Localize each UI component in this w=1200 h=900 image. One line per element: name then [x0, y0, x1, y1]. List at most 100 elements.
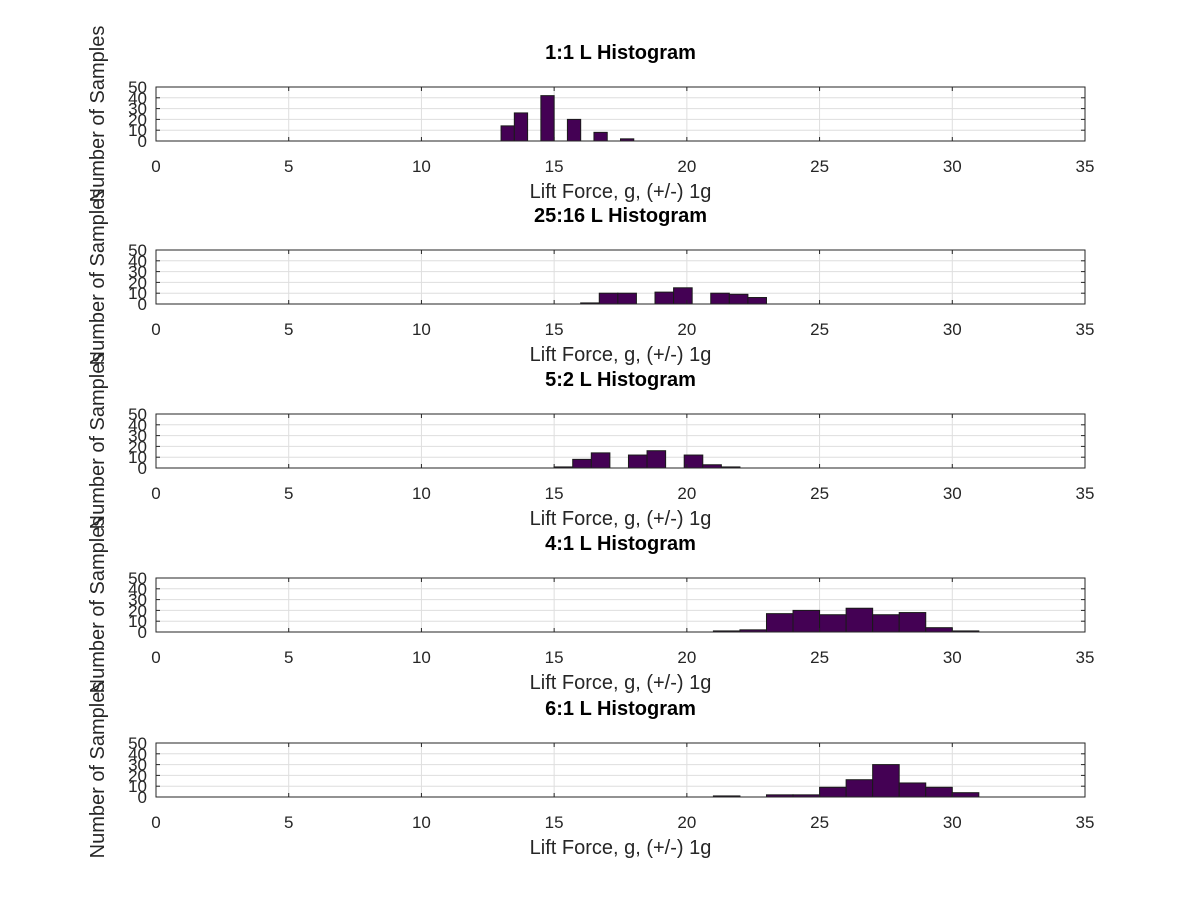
y-tick-label: 10 — [128, 777, 147, 796]
x-tick-label: 35 — [1076, 157, 1095, 176]
axes-frame — [155, 413, 1086, 469]
y-tick-label: 40 — [128, 252, 147, 271]
histogram-bar — [513, 112, 529, 142]
histogram-bar — [819, 786, 847, 798]
x-tick-label: 10 — [412, 320, 431, 339]
histogram-bar — [951, 792, 980, 798]
y-axis-label: Number of Samples — [87, 682, 109, 859]
histogram-bar — [845, 779, 874, 798]
histogram-bar — [792, 609, 821, 633]
histogram-bar — [765, 613, 794, 633]
chart-title: 6:1 L Histogram — [545, 698, 696, 720]
y-tick-label: 10 — [128, 612, 147, 631]
histogram-bar — [925, 786, 953, 798]
y-axis-label: Number of Samples — [87, 26, 109, 203]
y-tick-label: 50 — [128, 734, 147, 753]
y-tick-label: 20 — [128, 601, 147, 620]
y-tick-label: 50 — [128, 405, 147, 424]
x-tick-label: 20 — [677, 648, 696, 667]
y-tick-label: 30 — [128, 263, 147, 282]
y-tick-label: 0 — [138, 788, 147, 807]
x-tick-label: 30 — [943, 648, 962, 667]
histogram-bar — [654, 291, 675, 305]
y-tick-label: 30 — [128, 427, 147, 446]
histogram-bar — [673, 287, 693, 305]
histogram-bar — [925, 627, 953, 633]
chart-title: 25:16 L Histogram — [534, 205, 707, 227]
axes-frame — [155, 86, 1086, 142]
y-tick-label: 0 — [138, 623, 147, 642]
plot-area — [155, 577, 1086, 633]
y-tick-label: 40 — [128, 745, 147, 764]
y-tick-label: 50 — [128, 78, 147, 97]
y-tick-label: 10 — [128, 448, 147, 467]
x-axis-label: Lift Force, g, (+/-) 1g — [530, 508, 712, 530]
axes-frame — [155, 249, 1086, 305]
x-tick-label: 5 — [284, 648, 293, 667]
y-tick-label: 30 — [128, 591, 147, 610]
x-tick-label: 0 — [151, 813, 160, 832]
histogram-bar — [566, 118, 582, 142]
y-axis-label: Number of Samples — [87, 189, 109, 366]
y-tick-label: 40 — [128, 89, 147, 108]
y-tick-label: 20 — [128, 437, 147, 456]
y-tick-label: 30 — [128, 100, 147, 119]
x-axis-label: Lift Force, g, (+/-) 1g — [530, 837, 712, 859]
x-tick-label: 10 — [412, 157, 431, 176]
histogram-bar — [747, 297, 767, 305]
histogram-bar — [627, 454, 648, 469]
x-tick-label: 20 — [677, 484, 696, 503]
histogram-bar — [593, 131, 608, 142]
x-tick-label: 10 — [412, 484, 431, 503]
histogram-bar — [872, 614, 900, 633]
x-tick-label: 35 — [1076, 813, 1095, 832]
x-tick-label: 30 — [943, 320, 962, 339]
x-tick-label: 20 — [677, 320, 696, 339]
x-axis-label: Lift Force, g, (+/-) 1g — [530, 672, 712, 694]
y-tick-label: 10 — [128, 121, 147, 140]
histogram-bar — [728, 293, 749, 305]
histogram-bar — [598, 292, 619, 305]
x-tick-label: 15 — [545, 320, 564, 339]
histogram-bar — [819, 614, 847, 633]
plot-area — [155, 86, 1086, 142]
x-tick-label: 30 — [943, 484, 962, 503]
axes-frame — [155, 577, 1086, 633]
x-tick-label: 30 — [943, 813, 962, 832]
histogram-bar — [590, 452, 611, 469]
x-tick-label: 20 — [677, 813, 696, 832]
x-tick-label: 5 — [284, 813, 293, 832]
x-tick-label: 25 — [810, 157, 829, 176]
y-tick-label: 20 — [128, 766, 147, 785]
histogram-bar — [500, 125, 515, 142]
x-tick-label: 20 — [677, 157, 696, 176]
plot-area — [155, 413, 1086, 469]
histogram-bar — [617, 292, 637, 305]
chart-title: 1:1 L Histogram — [545, 42, 696, 64]
x-tick-label: 25 — [810, 813, 829, 832]
histogram-bar — [710, 292, 730, 305]
x-tick-label: 5 — [284, 484, 293, 503]
x-tick-label: 5 — [284, 157, 293, 176]
histogram-bar — [572, 458, 592, 469]
y-tick-label: 20 — [128, 273, 147, 292]
x-axis-label: Lift Force, g, (+/-) 1g — [530, 344, 712, 366]
x-tick-label: 35 — [1076, 320, 1095, 339]
x-tick-label: 0 — [151, 320, 160, 339]
chart-title: 5:2 L Histogram — [545, 369, 696, 391]
y-tick-label: 0 — [138, 459, 147, 478]
histogram-bar — [540, 95, 555, 142]
y-axis-label: Number of Samples — [87, 517, 109, 694]
x-axis-label: Lift Force, g, (+/-) 1g — [530, 181, 712, 203]
histogram-bar — [646, 450, 667, 469]
x-tick-label: 15 — [545, 157, 564, 176]
histogram-bar — [898, 612, 927, 633]
y-axis-label: Number of Samples — [87, 353, 109, 530]
y-tick-label: 30 — [128, 756, 147, 775]
x-tick-label: 15 — [545, 648, 564, 667]
